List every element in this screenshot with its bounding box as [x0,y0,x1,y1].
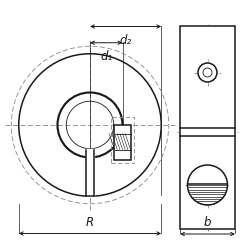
Text: b: b [204,216,211,230]
Circle shape [198,63,217,82]
Text: d₁: d₁ [100,50,112,63]
Bar [114,125,131,160]
Text: R: R [86,216,94,229]
Bar [180,26,235,229]
Circle shape [203,68,212,77]
Text: d₂: d₂ [120,34,132,47]
Circle shape [188,165,228,205]
Bar [114,125,131,160]
Bar [111,117,134,163]
